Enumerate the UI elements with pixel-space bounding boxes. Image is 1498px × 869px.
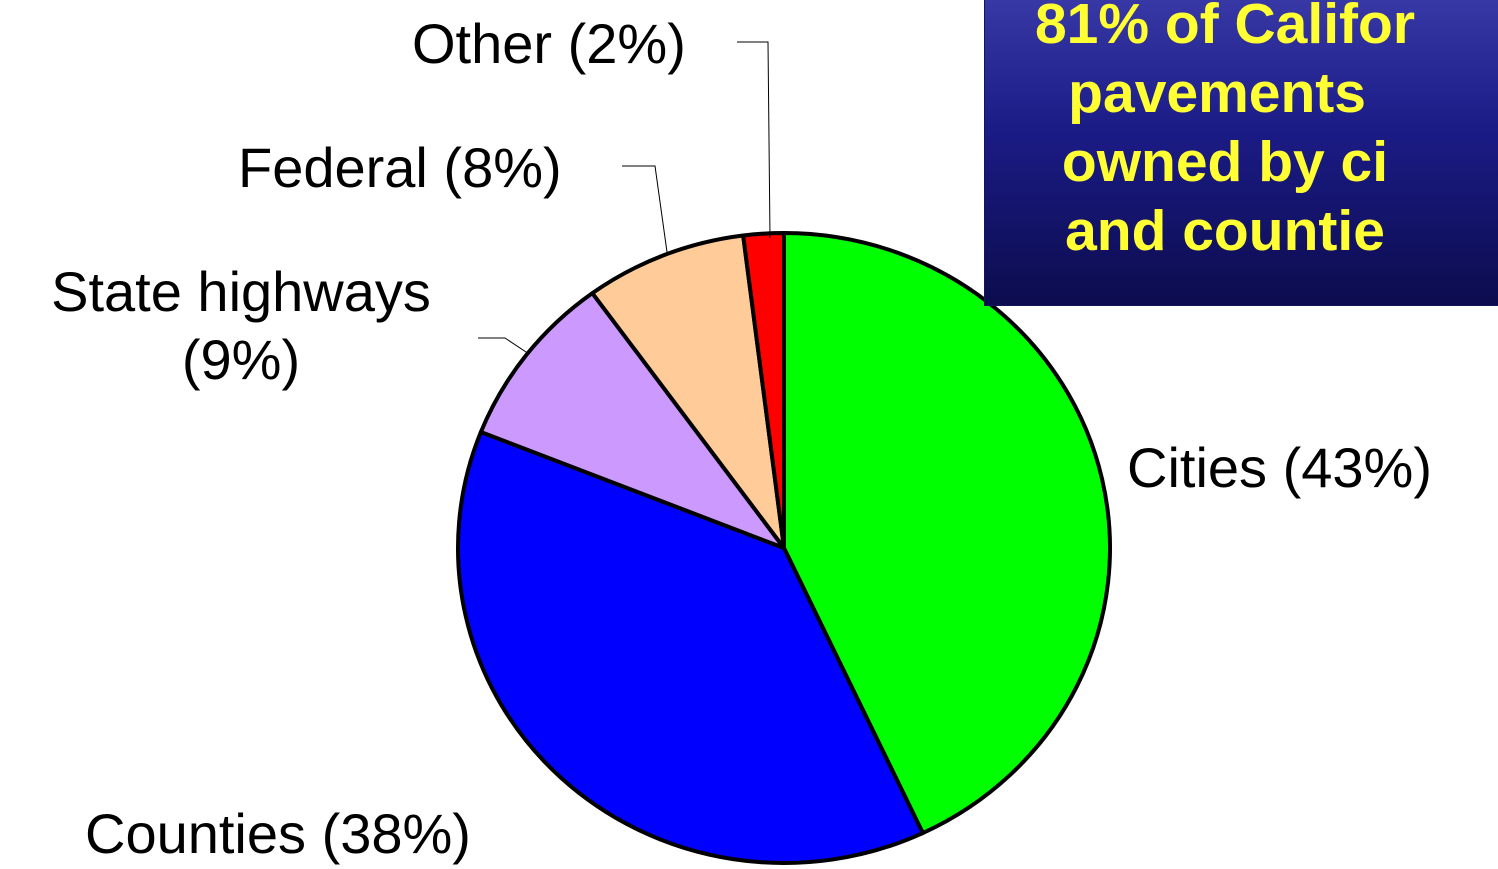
callout-box: 81% of Califor pavements owned by ci and… xyxy=(985,0,1498,305)
slice-label-federal: Federal (8%) xyxy=(238,136,562,199)
pie-slice-counties xyxy=(456,430,925,865)
pie-slice-federal xyxy=(590,233,786,550)
pie-slice-other xyxy=(741,230,786,550)
leader-lines xyxy=(478,41,771,355)
leader-line-other xyxy=(737,41,771,239)
leader-line-state-highways xyxy=(478,337,530,355)
leader-line-federal xyxy=(622,165,668,253)
callout-text: 81% of Califor pavements owned by ci and… xyxy=(1034,0,1416,263)
pie-slice-cities xyxy=(782,231,1112,836)
slice-label-other: Other (2%) xyxy=(412,12,686,75)
label-line: State highways xyxy=(51,260,431,323)
pie-slice-state xyxy=(478,291,786,550)
label-line: (9%) xyxy=(182,328,300,391)
slice-label-state-highways: State highways (9%) xyxy=(51,260,431,391)
pie-slices xyxy=(456,230,1112,865)
slice-labels: Cities (43%) Counties (38%) State highwa… xyxy=(51,12,1432,865)
slice-label-cities: Cities (43%) xyxy=(1127,436,1432,499)
slice-label-counties: Counties (38%) xyxy=(85,802,471,865)
